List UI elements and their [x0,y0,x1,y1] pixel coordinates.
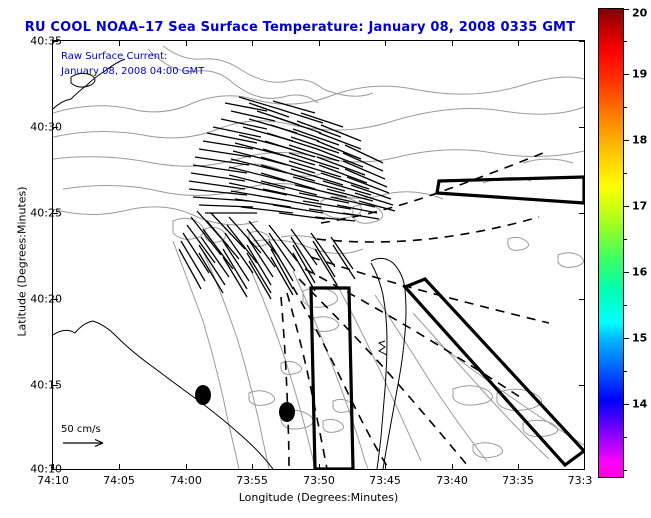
x-tick-inner-top [518,41,519,46]
x-tick-inner [186,464,187,469]
y-tick-inner [53,385,58,386]
x-tick-inner [385,464,386,469]
colorbar-tick-minor [624,239,627,240]
colorbar-tick-minor [624,371,627,372]
colorbar-tick-label: 16 [632,265,648,279]
x-tick-inner-top [452,41,453,46]
x-tick-inner [119,464,120,469]
y-tick-inner-right [579,213,584,214]
station-marker [279,402,295,422]
dashed-transect-layer [280,152,550,469]
y-tick-inner [53,213,58,214]
x-tick-inner [252,464,253,469]
colorbar-tick-label: 18 [632,133,648,147]
colorbar-tick-label: 20 [632,6,648,20]
y-axis-tick-label: 40:35 [30,34,62,48]
map-plot-area: Raw Surface Current: January 08, 2008 04… [52,40,585,470]
colorbar-tick-label: 15 [632,331,648,345]
sst-contour-layer [53,45,584,469]
colorbar-tick-minor [624,437,627,438]
x-axis-title: Longitude (Degrees:Minutes) [238,491,399,504]
x-axis-tick-label: 73:50 [303,474,335,487]
x-tick-inner-top [119,41,120,46]
current-annotation: Raw Surface Current: January 08, 2008 04… [61,49,204,79]
colorbar-tick-minor [624,107,627,108]
current-vector-layer [178,96,396,300]
y-tick-inner [53,299,58,300]
figure-title: RU COOL NOAA–17 Sea Surface Temperature:… [24,20,576,35]
colorbar-tick-label: 14 [632,397,648,411]
y-tick-inner [53,127,58,128]
x-axis-tick-label: 73:3 [567,474,593,487]
survey-box-north [435,175,584,205]
colorbar-tick-label: 17 [632,199,648,213]
y-tick-inner-right [579,299,584,300]
y-axis-tick-label: 40:10 [30,462,62,476]
y-axis-tick-label: 40:15 [30,378,62,392]
x-tick-inner [53,464,54,469]
colorbar-tick [624,206,629,207]
x-tick-inner-top [319,41,320,46]
colorbar-gradient [598,8,624,478]
x-tick-inner-top [186,41,187,46]
right-arrow-icon [63,438,104,448]
annotation-line-1: Raw Surface Current: [61,51,168,62]
x-tick-inner [452,464,453,469]
x-axis-tick-label: 74:00 [170,474,202,487]
colorbar: 20 19 18 17 16 15 14 [598,7,647,478]
coastline-layer [53,58,407,469]
survey-box-layer [309,175,584,469]
x-axis-tick-label: 74:05 [103,474,135,487]
x-axis-tick-label: 73:55 [236,474,268,487]
map-graphics [53,45,584,469]
colorbar-tick-minor [624,305,627,306]
x-tick-inner [319,464,320,469]
y-tick-inner [53,41,58,42]
y-tick-inner-right [579,385,584,386]
colorbar-tick-minor [624,173,627,174]
y-tick-inner-right [579,127,584,128]
y-axis-tick-label: 40:25 [30,206,62,220]
annotation-line-2: January 08, 2008 04:00 GMT [61,66,205,77]
colorbar-tick-minor [624,41,627,42]
survey-box-diagonal [402,277,584,468]
y-axis-tick-label: 40:20 [30,292,62,306]
y-tick-inner-right [579,41,584,42]
x-axis-tick-label: 73:35 [502,474,534,487]
x-tick-inner-top [252,41,253,46]
station-marker-layer [195,385,295,422]
x-tick-inner-top [385,41,386,46]
scale-bar-label: 50 cm/s [61,424,101,435]
colorbar-tick [624,74,629,75]
x-tick-inner [518,464,519,469]
y-axis-title: Latitude (Degrees:Minutes) [15,186,29,337]
colorbar-tick [624,140,629,141]
y-axis-tick-label: 40:30 [30,120,62,134]
colorbar-tick [624,404,629,405]
x-axis-tick-label: 74:10 [37,474,69,487]
x-axis-tick-label: 73:40 [436,474,468,487]
x-axis-tick-label: 73:45 [369,474,401,487]
station-marker [195,385,211,405]
survey-box-vertical [309,286,355,469]
colorbar-tick [624,9,629,10]
colorbar-tick [624,338,629,339]
colorbar-tick-label: 19 [632,67,648,81]
colorbar-tick-minor [624,470,627,471]
velocity-scale-bar: 50 cm/s [61,424,111,449]
colorbar-tick [624,272,629,273]
